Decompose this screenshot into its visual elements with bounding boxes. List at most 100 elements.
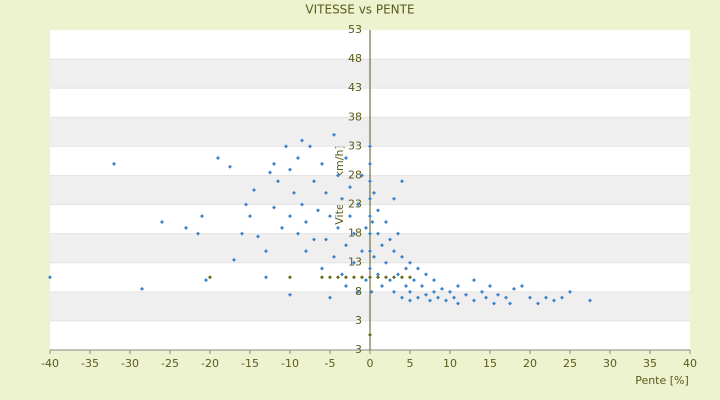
y-tick-label: 28 [348,168,362,181]
point [160,220,164,224]
point [372,254,376,259]
point [408,298,412,303]
point [140,286,144,291]
point [420,284,424,288]
point [264,275,268,280]
point [292,190,296,195]
point [376,275,380,280]
point [404,266,408,271]
point [208,275,212,280]
point [184,225,188,230]
x-tick-label: -40 [41,357,59,370]
point [288,214,292,219]
point [368,144,372,149]
point [356,202,360,207]
point [300,202,304,207]
point [472,278,476,283]
point [348,185,352,190]
x-tick-label: -15 [241,357,259,370]
point [416,266,420,271]
point [264,249,268,254]
point [360,249,364,254]
y-tick-label: 43 [348,81,362,94]
point [340,272,344,277]
point [352,231,356,236]
point [336,275,340,280]
point [388,237,392,242]
point [324,190,328,195]
point [456,284,460,288]
point [228,164,232,169]
point [408,289,412,294]
point [216,156,220,160]
point [384,260,388,265]
point [396,231,400,236]
point [336,225,340,230]
point [288,167,292,172]
x-tick-label: 10 [443,357,457,370]
chart-title: VITESSE vs PENTE [305,3,414,17]
y-tick-label: 38 [348,110,362,123]
x-tick-label: 25 [563,357,577,370]
point [368,249,372,254]
point [488,284,492,288]
point [48,275,52,280]
point [368,196,372,201]
point [204,278,208,283]
y-tick-label: 53 [348,23,362,36]
point [324,237,328,242]
point [472,298,476,303]
y-tick-label: 33 [348,139,362,152]
y-tick-label: 48 [348,52,362,65]
point [400,179,404,184]
point [368,275,372,280]
point [320,161,324,166]
point [272,205,276,210]
point [370,220,375,224]
point [364,225,368,230]
x-tick-label: 5 [407,357,414,370]
point [332,132,336,137]
point [376,272,380,277]
point [344,275,348,280]
point [200,214,204,219]
point [340,196,344,201]
x-tick-label: 40 [683,357,697,370]
point [408,260,412,265]
point [360,275,364,280]
point [416,295,420,300]
point [408,275,412,280]
point [312,179,316,184]
point [352,275,356,280]
point [332,254,336,259]
point [400,275,404,280]
point [432,278,436,283]
point [404,284,408,288]
point [424,292,428,297]
point [252,188,256,192]
point [496,292,500,297]
x-tick-label: -20 [201,357,219,370]
point [428,298,432,303]
point [344,284,348,288]
point [456,301,460,306]
point [536,301,540,306]
point [544,295,548,300]
point [380,284,384,288]
point [552,298,556,303]
point [300,138,304,143]
y-tick-label: 23 [348,198,362,211]
x-tick-label: -30 [121,357,139,370]
point [440,286,444,291]
point [464,292,468,297]
point [284,144,288,149]
point [268,170,272,175]
point [368,266,372,271]
point [296,156,300,160]
point [304,249,308,254]
x-tick-label: -35 [81,357,99,370]
point [396,272,400,277]
x-tick-label: 15 [483,357,497,370]
point [368,332,372,337]
point [568,289,572,294]
